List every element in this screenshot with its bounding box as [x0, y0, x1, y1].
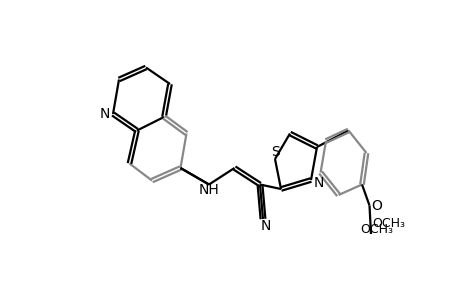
Text: N: N — [260, 220, 271, 233]
Text: O: O — [371, 199, 381, 212]
Text: OCH₃: OCH₃ — [360, 223, 392, 236]
Text: N: N — [99, 107, 110, 121]
Text: S: S — [270, 145, 279, 158]
Text: N: N — [313, 176, 323, 190]
Text: NH: NH — [198, 184, 219, 197]
Text: OCH₃: OCH₃ — [372, 218, 405, 230]
